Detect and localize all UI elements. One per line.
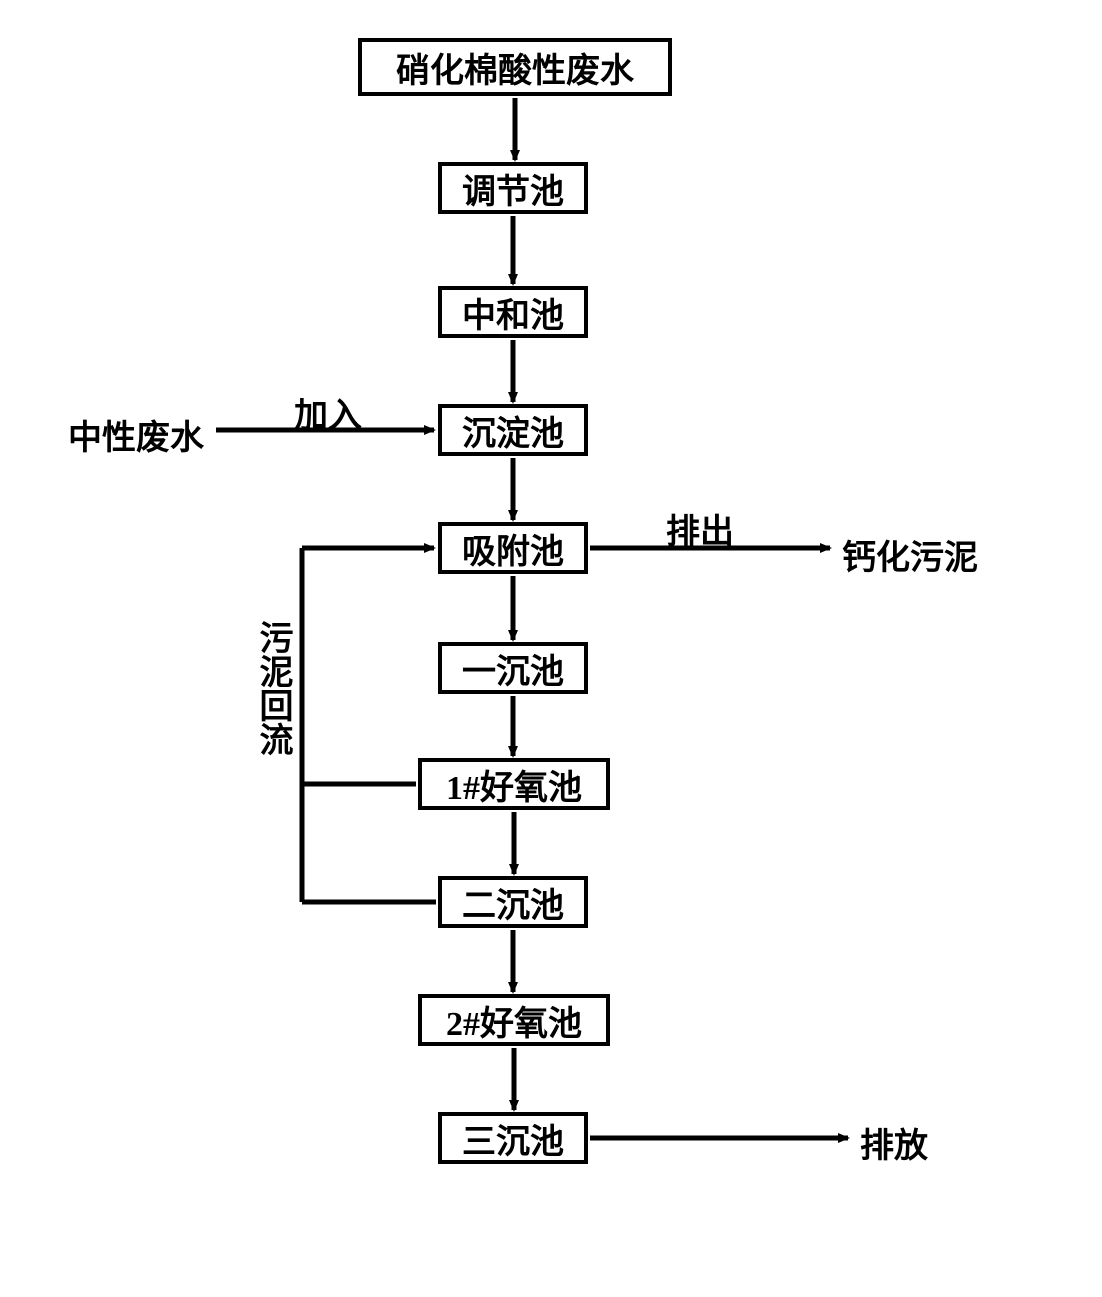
node-label: 硝化棉酸性废水 xyxy=(396,43,634,92)
node-label: 三沉池 xyxy=(462,1114,564,1163)
flow-node-n9: 三沉池 xyxy=(438,1112,588,1164)
flow-node-n0: 硝化棉酸性废水 xyxy=(358,38,672,96)
flow-node-n3: 沉淀池 xyxy=(438,404,588,456)
node-label: 吸附池 xyxy=(462,524,564,573)
flow-node-n5: 一沉池 xyxy=(438,642,588,694)
return-loop-label: 污泥回流 xyxy=(248,620,297,756)
flow-node-n4: 吸附池 xyxy=(438,522,588,574)
flow-node-n8: 2#好氧池 xyxy=(418,994,610,1046)
node-label: 2#好氧池 xyxy=(446,996,582,1045)
node-label: 中和池 xyxy=(462,288,564,337)
node-label: 二沉池 xyxy=(462,878,564,927)
side-input-label: 中性废水 xyxy=(68,410,204,459)
flow-node-n1: 调节池 xyxy=(438,162,588,214)
node-label: 一沉池 xyxy=(462,644,564,693)
edge-label: 加入 xyxy=(294,388,362,437)
node-label: 1#好氧池 xyxy=(446,760,582,809)
node-label: 沉淀池 xyxy=(462,406,564,455)
side-output-label: 钙化污泥 xyxy=(842,530,978,579)
node-label: 调节池 xyxy=(462,164,564,213)
flowchart-canvas: 硝化棉酸性废水调节池中和池沉淀池吸附池一沉池 1#好氧池二沉池 2#好氧池三沉池 中性… xyxy=(0,0,1102,1297)
flow-node-n2: 中和池 xyxy=(438,286,588,338)
flow-node-n6: 1#好氧池 xyxy=(418,758,610,810)
flow-node-n7: 二沉池 xyxy=(438,876,588,928)
edge-label: 排出 xyxy=(666,504,734,553)
side-output-label: 排放 xyxy=(860,1118,928,1167)
